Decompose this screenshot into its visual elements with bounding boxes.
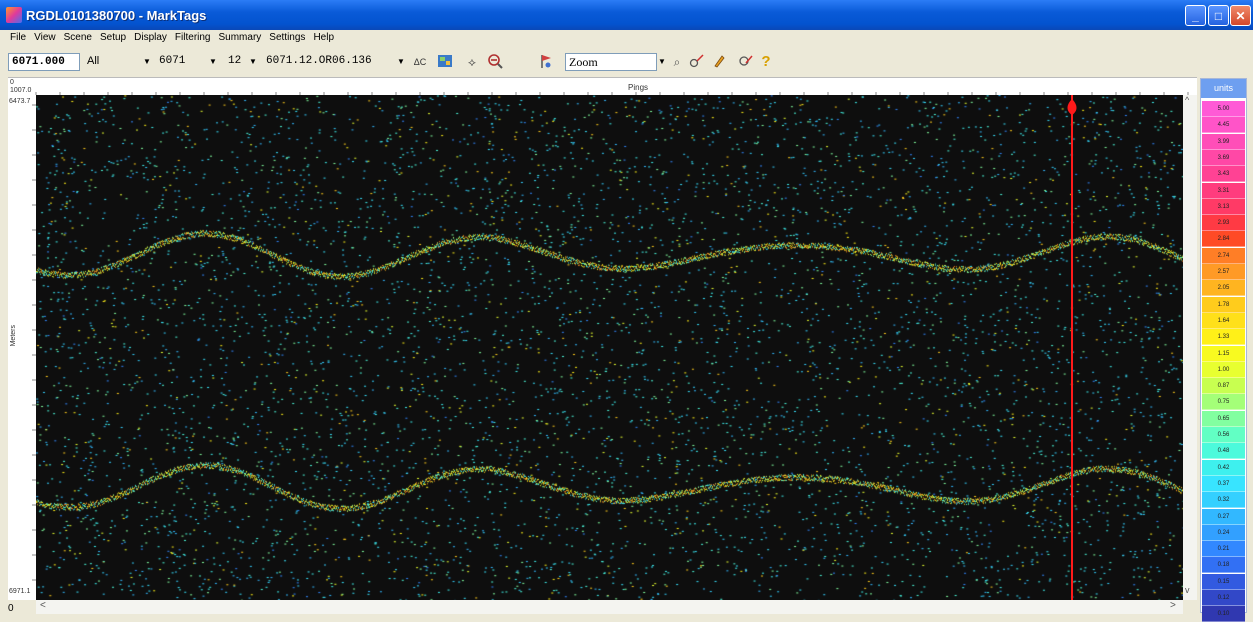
axis-ticks [32, 104, 36, 581]
line-select[interactable]: 6071 [159, 55, 186, 67]
title-bar: RGDL0101380700 - MarkTags _ □ ✕ [0, 0, 1253, 30]
horizontal-scrollbar[interactable]: < > [36, 600, 1183, 614]
mode-dropdown-arrow-icon[interactable]: ▼ [658, 57, 666, 66]
select-tool-icon[interactable]: ⟡ [468, 55, 476, 69]
cursor-overlay [1067, 95, 1077, 600]
help-icon[interactable]: ? [761, 53, 771, 70]
ruler-corner-value: 1007.0 [10, 87, 32, 94]
file-select[interactable]: 6071.12.OR06.136 [266, 55, 372, 67]
zoom-dropdown-icon[interactable]: ⌕ [673, 55, 681, 69]
legend-swatch: 0.37 [1202, 475, 1245, 492]
echogram-canvas[interactable] [36, 95, 1183, 600]
close-button[interactable]: ✕ [1230, 5, 1251, 26]
status-value: 0 [8, 603, 14, 614]
legend-swatch: 3.99 [1202, 133, 1245, 150]
menu-view[interactable]: View [34, 32, 56, 43]
legend-swatch: 1.00 [1202, 361, 1245, 378]
hotline-icon[interactable]: ΔC [413, 57, 427, 67]
menu-help[interactable]: Help [313, 32, 335, 43]
menu-scene[interactable]: Scene [63, 32, 92, 43]
ruler-corner-top: 0 [10, 79, 14, 86]
legend-swatch: 1.64 [1202, 312, 1245, 329]
maximize-button[interactable]: □ [1208, 5, 1229, 26]
map-icon[interactable] [436, 53, 454, 71]
legend-swatch: 3.43 [1202, 166, 1245, 183]
depth-axis: 6473.7 Meters 6971.1 [8, 95, 36, 600]
legend-swatch: 3.69 [1202, 149, 1245, 166]
mode-select[interactable]: Zoom [565, 53, 657, 71]
legend-swatch: 1.33 [1202, 329, 1245, 346]
legend-swatch: 0.15 [1202, 573, 1245, 590]
tag-icon[interactable] [737, 53, 755, 71]
legend-swatch: 0.56 [1202, 427, 1245, 443]
color-legend: units 5.00 4.45 3.99 3.69 3.43 3.31 3.13 2.93 2.… [1200, 78, 1247, 622]
legend-swatch: 0.75 [1202, 394, 1245, 411]
menu-display[interactable]: Display [134, 32, 167, 43]
legend-swatch: 0.87 [1202, 378, 1245, 395]
legend-swatch: 0.65 [1202, 410, 1245, 427]
echogram-plot[interactable] [36, 95, 1183, 600]
pings-ruler: 0 1007.0 Pings [8, 77, 1197, 96]
ruler-title: Pings [628, 83, 649, 92]
axis-top-value: 6473.7 [9, 98, 31, 105]
ruler-corner-label: 0 1007.0 [10, 79, 31, 95]
app-icon [6, 7, 22, 23]
legend-swatch: 2.05 [1202, 280, 1245, 297]
legend-swatch: 0.32 [1202, 492, 1245, 509]
menu-setup[interactable]: Setup [99, 32, 127, 43]
legend-swatch: 0.10 [1202, 606, 1245, 622]
axis-bottom-value: 6971.1 [9, 588, 31, 595]
zoom-out-icon[interactable] [486, 53, 504, 71]
ruler-ticks [35, 92, 1189, 96]
legend-swatch: 2.93 [1202, 215, 1245, 232]
minimize-button[interactable]: _ [1185, 5, 1206, 26]
legend-swatch: 4.45 [1202, 117, 1245, 134]
scroll-left-icon[interactable]: < [40, 600, 46, 611]
menu-bar: File View Scene Setup Display Filtering Summar… [0, 30, 1253, 47]
position-input[interactable]: 6071.000 [8, 53, 80, 71]
scroll-right-icon[interactable]: > [1170, 600, 1176, 611]
legend-swatch: 0.27 [1202, 508, 1245, 525]
vertical-scrollbar[interactable]: ^ v [1183, 95, 1197, 600]
menu-file[interactable]: File [10, 32, 27, 43]
legend-swatch: 1.78 [1202, 296, 1245, 313]
legend-swatch: 3.31 [1202, 182, 1245, 199]
legend-swatch: 0.21 [1202, 541, 1245, 558]
legend-swatch: 0.42 [1202, 459, 1245, 476]
menu-summary[interactable]: Summary [218, 32, 262, 43]
legend-swatch: 5.00 [1202, 101, 1245, 117]
legend-swatch: 2.84 [1202, 231, 1245, 248]
filter-select[interactable]: All [87, 55, 100, 67]
legend-swatch: 0.18 [1202, 557, 1245, 574]
pencil-icon[interactable] [710, 53, 728, 71]
legend-swatch: 2.57 [1202, 264, 1245, 280]
window-title: RGDL0101380700 - MarkTags [26, 8, 207, 23]
channel-select[interactable]: 12 [228, 55, 242, 67]
legend-swatch: 3.13 [1202, 198, 1245, 215]
toolbar: 6071.000 All ▼ 6071 ▼ 12 ▼ 6071.12.OR06.… [0, 47, 1253, 76]
legend-swatch: 0.24 [1202, 524, 1245, 541]
menu-settings[interactable]: Settings [269, 32, 306, 43]
flag-icon[interactable] [537, 53, 555, 71]
filter-dropdown-arrow-icon[interactable]: ▼ [143, 57, 151, 66]
channel-dropdown-arrow-icon[interactable]: ▼ [249, 57, 257, 66]
legend-swatch: 0.48 [1202, 443, 1245, 460]
scroll-up-icon[interactable]: ^ [1185, 95, 1190, 105]
legend-swatch: 0.12 [1202, 590, 1245, 606]
legend-swatch: 1.15 [1202, 345, 1245, 362]
legend-swatch: 2.74 [1202, 247, 1245, 264]
menu-filtering[interactable]: Filtering [174, 32, 211, 43]
file-dropdown-arrow-icon[interactable]: ▼ [397, 57, 405, 66]
measure-icon[interactable] [688, 53, 706, 71]
scroll-down-icon[interactable]: v [1185, 585, 1190, 595]
legend-title: units [1201, 79, 1246, 98]
cursor-marker-icon[interactable] [1067, 99, 1077, 115]
line-dropdown-arrow-icon[interactable]: ▼ [209, 57, 217, 66]
